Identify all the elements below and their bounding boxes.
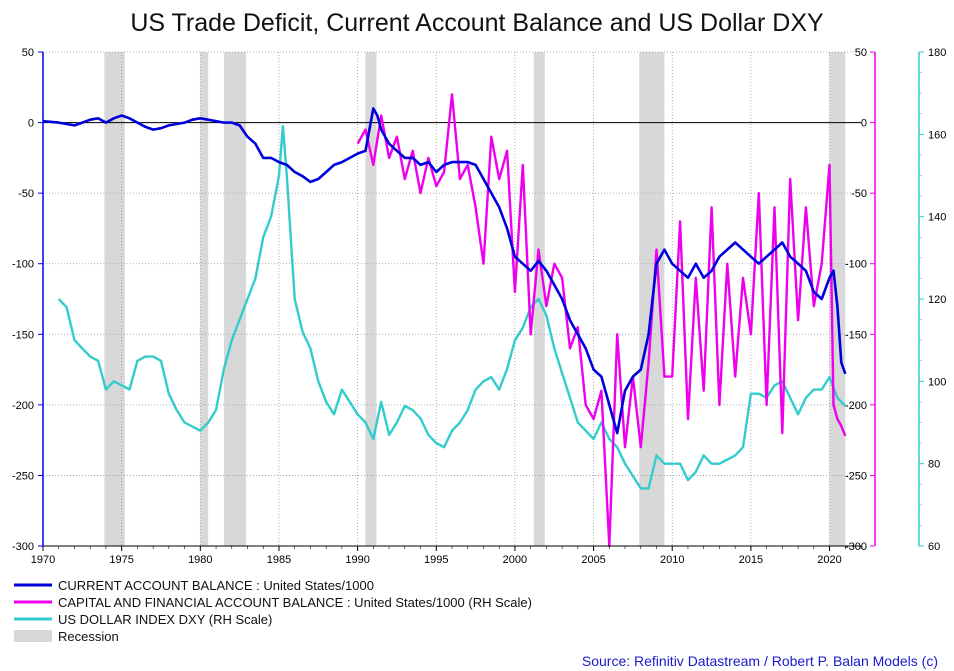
right-2-tick-label: 100 (928, 376, 946, 388)
capital-account-line (356, 93, 847, 548)
right-1-tick-label: -200 (845, 400, 867, 412)
legend-label: CAPITAL AND FINANCIAL ACCOUNT BALANCE : … (58, 595, 532, 610)
series-lines (42, 93, 847, 548)
legend-label: Recession (58, 629, 119, 644)
recession-bands (104, 52, 846, 546)
right-2-tick-label: 160 (928, 129, 946, 141)
left-tick-label: -200 (12, 400, 34, 412)
right-2-tick-label: 60 (928, 541, 940, 553)
legend: CURRENT ACCOUNT BALANCE : United States/… (14, 578, 532, 644)
right-1-tick-label: -150 (845, 329, 867, 341)
right-2-tick-label: 180 (928, 47, 946, 59)
x-tick-label: 1985 (267, 554, 291, 566)
right-2-tick-label: 80 (928, 459, 940, 471)
left-tick-label: -100 (12, 259, 34, 271)
right-1-tick-label: -50 (851, 188, 867, 200)
x-tick-label: 2000 (503, 554, 527, 566)
x-tick-label: 2020 (817, 554, 841, 566)
left-tick-label: 0 (28, 118, 34, 130)
axes: 1970 1975 1980 1985 1990 1995 2000 2005 2010 2015… (12, 47, 946, 566)
right-1-tick-label: -250 (845, 470, 867, 482)
x-tick-label: 2005 (581, 554, 605, 566)
x-tick-label: 1975 (109, 554, 133, 566)
right-1-tick-label: -100 (845, 259, 867, 271)
x-tick-label: 2010 (660, 554, 684, 566)
right-1-tick-label: -300 (845, 541, 867, 553)
left-tick-label: -50 (18, 188, 34, 200)
dxy-line (57, 124, 847, 490)
left-tick-label: 50 (22, 47, 34, 59)
right-2-tick-label: 120 (928, 294, 946, 306)
source-note: Source: Refinitiv Datastream / Robert P.… (582, 653, 938, 669)
legend-swatch-box (14, 630, 52, 642)
recession-band (365, 52, 377, 546)
legend-label: US DOLLAR INDEX DXY (RH Scale) (58, 612, 272, 627)
left-tick-label: -300 (12, 541, 34, 553)
x-tick-label: 2015 (739, 554, 763, 566)
legend-label: CURRENT ACCOUNT BALANCE : United States/… (58, 578, 374, 593)
chart-title: US Trade Deficit, Current Account Balanc… (130, 9, 824, 37)
x-tick-label: 1990 (345, 554, 369, 566)
recession-band (223, 52, 246, 546)
x-tick-label: 1970 (31, 554, 55, 566)
current-account-line (42, 107, 847, 435)
right-1-tick-label: 50 (855, 47, 867, 59)
right-1-tick-label: 0 (861, 118, 867, 130)
right-2-tick-label: 140 (928, 212, 946, 224)
recession-band (104, 52, 125, 546)
left-tick-label: -250 (12, 470, 34, 482)
x-tick-label: 1995 (424, 554, 448, 566)
left-tick-label: -150 (12, 329, 34, 341)
x-tick-label: 1980 (188, 554, 212, 566)
recession-band (200, 52, 209, 546)
